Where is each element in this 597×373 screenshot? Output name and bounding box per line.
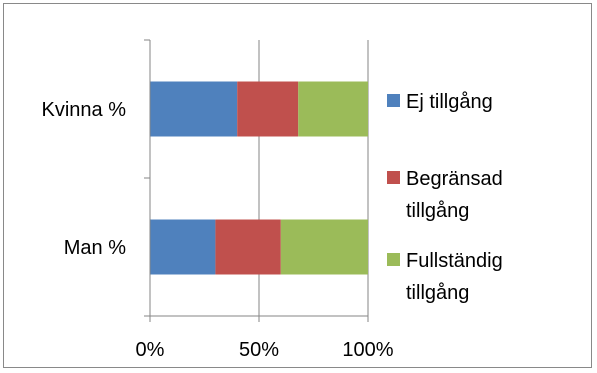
bars	[150, 81, 368, 275]
category-label-man-pct: Man %	[64, 237, 126, 259]
bar-kvinna-pct-begränsad-tillgång	[237, 81, 299, 137]
legend-swatch-fullständig-tillgång	[387, 253, 400, 266]
legend: Ej tillgång Begränsad tillgång Fullständig t…	[387, 91, 503, 304]
tick-labels: 0% 50% 100% Kvinna % Man %	[42, 99, 394, 361]
axes	[144, 39, 369, 322]
chart-frame	[3, 3, 592, 368]
x-tick-label-0pct: 0%	[136, 339, 165, 361]
bar-man-pct-fullständig-tillgång	[280, 219, 368, 275]
bar-man-pct-ej-tillgång	[150, 219, 216, 275]
legend-label-begränsad-tillgång-line-2: tillgång	[406, 200, 469, 222]
x-tick-label-100pct: 100%	[342, 339, 393, 361]
bar-kvinna-pct-fullständig-tillgång	[298, 81, 368, 137]
legend-label-fullständig-tillgång-line-1: Fullständig	[406, 250, 503, 272]
category-label-kvinna-pct: Kvinna %	[42, 99, 127, 121]
bar-kvinna-pct-ej-tillgång	[150, 81, 238, 137]
legend-label-begränsad-tillgång-line-1: Begränsad	[406, 168, 503, 190]
legend-swatch-ej-tillgång	[387, 94, 400, 107]
legend-swatch-begränsad-tillgång	[387, 171, 400, 184]
legend-label-fullständig-tillgång-line-2: tillgång	[406, 282, 469, 304]
gridlines	[258, 40, 369, 316]
bar-man-pct-begränsad-tillgång	[215, 219, 281, 275]
x-tick-label-50pct: 50%	[239, 339, 279, 361]
legend-label-ej-tillgång: Ej tillgång	[406, 91, 493, 113]
